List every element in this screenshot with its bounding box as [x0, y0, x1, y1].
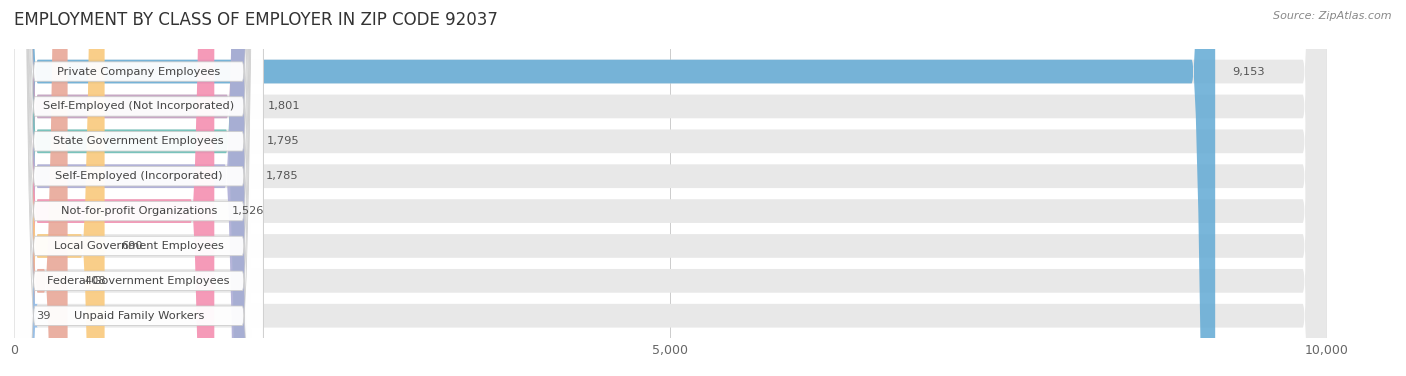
Text: Not-for-profit Organizations: Not-for-profit Organizations	[60, 206, 217, 216]
FancyBboxPatch shape	[0, 0, 38, 376]
Text: Source: ZipAtlas.com: Source: ZipAtlas.com	[1274, 11, 1392, 21]
Text: Private Company Employees: Private Company Employees	[58, 67, 221, 77]
Text: 408: 408	[84, 276, 107, 286]
FancyBboxPatch shape	[14, 0, 249, 376]
FancyBboxPatch shape	[14, 0, 263, 376]
Text: 9,153: 9,153	[1232, 67, 1265, 77]
FancyBboxPatch shape	[14, 0, 263, 376]
Text: 1,785: 1,785	[266, 171, 298, 181]
Text: 1,526: 1,526	[232, 206, 264, 216]
FancyBboxPatch shape	[14, 0, 1326, 376]
Text: 1,801: 1,801	[267, 102, 299, 111]
FancyBboxPatch shape	[14, 0, 104, 376]
Text: EMPLOYMENT BY CLASS OF EMPLOYER IN ZIP CODE 92037: EMPLOYMENT BY CLASS OF EMPLOYER IN ZIP C…	[14, 11, 498, 29]
Text: 39: 39	[37, 311, 51, 321]
Text: 690: 690	[122, 241, 143, 251]
FancyBboxPatch shape	[14, 0, 263, 376]
FancyBboxPatch shape	[14, 0, 1326, 376]
Text: 1,795: 1,795	[267, 136, 299, 146]
FancyBboxPatch shape	[14, 0, 250, 376]
Text: Self-Employed (Not Incorporated): Self-Employed (Not Incorporated)	[44, 102, 235, 111]
FancyBboxPatch shape	[14, 0, 263, 376]
Text: Local Government Employees: Local Government Employees	[53, 241, 224, 251]
FancyBboxPatch shape	[14, 0, 1326, 376]
Text: State Government Employees: State Government Employees	[53, 136, 224, 146]
FancyBboxPatch shape	[14, 0, 1215, 376]
FancyBboxPatch shape	[14, 0, 263, 376]
Text: Self-Employed (Incorporated): Self-Employed (Incorporated)	[55, 171, 222, 181]
FancyBboxPatch shape	[14, 0, 1326, 376]
FancyBboxPatch shape	[14, 0, 1326, 376]
FancyBboxPatch shape	[14, 0, 263, 376]
FancyBboxPatch shape	[14, 0, 263, 376]
FancyBboxPatch shape	[14, 0, 1326, 376]
FancyBboxPatch shape	[14, 0, 67, 376]
FancyBboxPatch shape	[14, 0, 1326, 376]
FancyBboxPatch shape	[14, 0, 263, 376]
FancyBboxPatch shape	[14, 0, 1326, 376]
FancyBboxPatch shape	[14, 0, 214, 376]
FancyBboxPatch shape	[14, 0, 250, 376]
Text: Federal Government Employees: Federal Government Employees	[48, 276, 231, 286]
Text: Unpaid Family Workers: Unpaid Family Workers	[73, 311, 204, 321]
